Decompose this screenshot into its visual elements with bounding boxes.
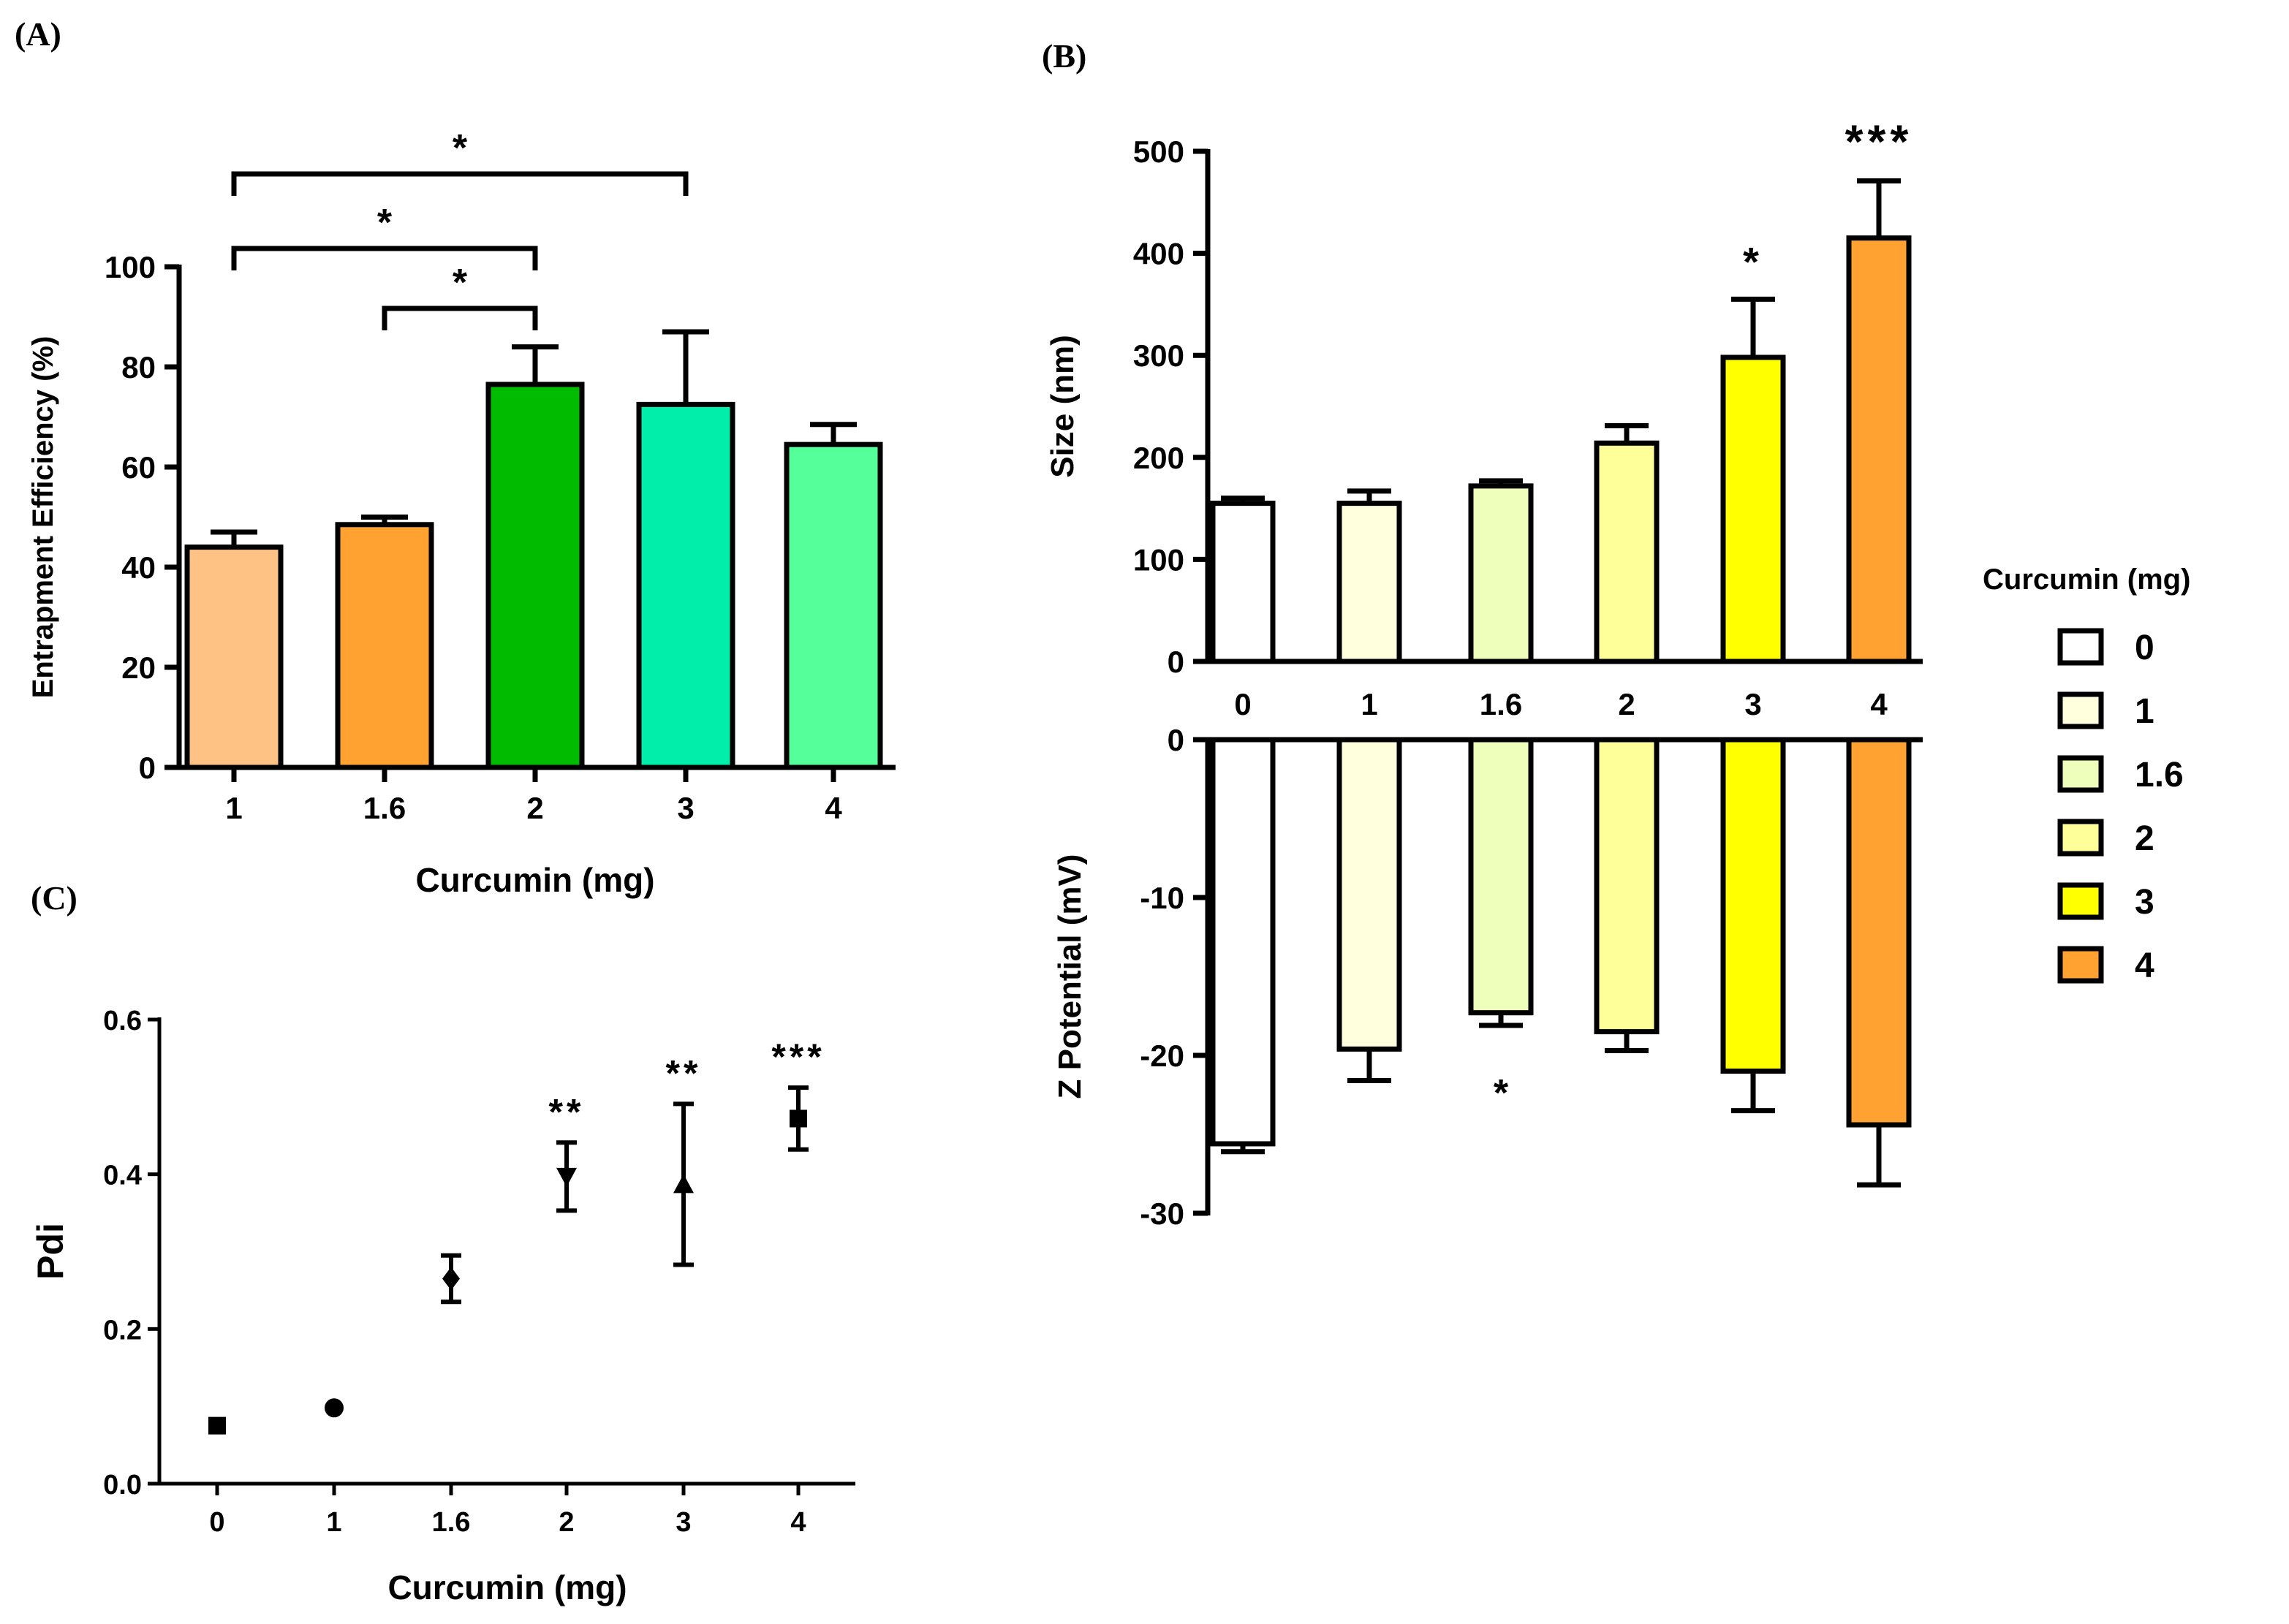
data-point-2 (556, 1167, 577, 1187)
y-tick-label: 0.0 (103, 1470, 142, 1500)
zeta-y-tick-label: -20 (1140, 1039, 1184, 1073)
x-axis-label: Curcumin (mg) (387, 1568, 627, 1606)
zeta-bar-0 (1210, 737, 1276, 1147)
x-axis-label: Curcumin (mg) (415, 861, 654, 899)
y-axis-label: Pdi (30, 1223, 71, 1280)
zeta-y-tick-label: 0 (1168, 723, 1184, 757)
significance-stars: ** (549, 1091, 585, 1132)
y-axis-label: Entrapment Efficiency (%) (27, 336, 59, 699)
zeta-bar-1 (1336, 737, 1402, 1052)
zeta-bar-4 (1846, 737, 1912, 1128)
legend-label-4: 4 (2135, 946, 2154, 985)
size-bar-1.6 (1468, 483, 1534, 664)
significance-star: * (453, 262, 468, 304)
size-y-tick-label: 0 (1168, 645, 1184, 679)
legend-swatch-1 (2057, 691, 2104, 729)
y-tick-label: 100 (105, 250, 156, 284)
x-tick-label: 4 (825, 791, 842, 825)
bar-1.6 (335, 522, 434, 770)
y-tick-label: 80 (121, 350, 156, 384)
size-significance-stars: * (1743, 238, 1763, 284)
zeta-bar-1.6 (1468, 737, 1534, 1016)
y-tick-label: 20 (121, 650, 156, 685)
x-tick-label: 2 (526, 791, 543, 825)
legend-title: Curcumin (mg) (1983, 564, 2190, 596)
y-tick-label: 60 (121, 450, 156, 485)
x-tick-label: 2 (1618, 687, 1635, 721)
zeta-significance-star: * (1494, 1072, 1509, 1115)
bar-1 (184, 545, 284, 770)
size-y-tick-label: 400 (1133, 237, 1184, 271)
significance-bracket (231, 246, 538, 270)
panel-label-b: (B) (1042, 37, 1086, 75)
panel-label-a: (A) (15, 15, 61, 53)
x-tick-label: 0 (209, 1507, 224, 1538)
chart-b: 0 100 200 300 400 500 0 1 1.6 2 3 * 4 *** Size (nm) 0 -1… (1045, 115, 2190, 1231)
data-point-3 (673, 1174, 694, 1194)
size-bar-4 (1846, 235, 1912, 664)
chart-c: 0.0 0.2 0.4 0.6 0 1 1.6 2 ** 3 ** 4 *** Curcumin (mg)… (30, 1006, 855, 1606)
x-tick-label: 1 (1361, 687, 1377, 721)
size-y-tick-label: 500 (1133, 134, 1184, 169)
size-y-tick-label: 200 (1133, 441, 1184, 475)
x-tick-label: 1 (326, 1507, 341, 1538)
x-tick-label: 1.6 (363, 791, 406, 825)
x-tick-label: 4 (790, 1507, 806, 1538)
legend-swatch-4 (2057, 946, 2104, 984)
significance-star: * (377, 202, 393, 244)
x-tick-label: 0 (1234, 687, 1251, 721)
size-bar-2 (1594, 440, 1660, 664)
significance-bracket (382, 306, 538, 330)
x-tick-label: 1.6 (1480, 687, 1522, 721)
legend-swatch-2 (2057, 819, 2104, 857)
y-tick-label: 0.2 (103, 1315, 142, 1346)
size-bar-0 (1210, 501, 1276, 664)
x-tick-label: 3 (677, 791, 694, 825)
size-y-axis-label: Size (nm) (1045, 335, 1081, 478)
y-tick-label: 0 (139, 751, 156, 785)
legend-label-1.6: 1.6 (2135, 756, 2184, 794)
legend-swatch-0 (2057, 628, 2104, 666)
panel-label-c: (C) (31, 879, 77, 917)
y-tick-label: 0.4 (103, 1161, 142, 1191)
chart-a: 0 20 40 60 80 100 1 1.6 2 3 4 * * * Curcumin (mg) Entra… (27, 127, 896, 899)
legend-label-0: 0 (2135, 629, 2154, 667)
significance-bracket (231, 171, 689, 196)
bar-2 (485, 382, 585, 770)
legend-label-1: 1 (2135, 692, 2154, 731)
zeta-y-axis-label: Z Potential (mV) (1052, 854, 1088, 1099)
bar-4 (784, 441, 883, 770)
significance-stars: *** (771, 1036, 825, 1077)
size-y-tick-label: 300 (1133, 338, 1184, 373)
x-tick-label: 4 (1870, 687, 1888, 721)
legend-label-3: 3 (2135, 883, 2154, 922)
zeta-y-tick-label: -10 (1140, 881, 1184, 915)
size-significance-stars: *** (1845, 115, 1913, 167)
data-point-4 (790, 1109, 807, 1128)
legend-swatch-1.6 (2057, 755, 2104, 793)
zeta-bar-3 (1720, 737, 1786, 1074)
x-tick-label: 1 (225, 791, 242, 825)
y-tick-label: 0.6 (103, 1006, 142, 1036)
bar-3 (636, 401, 735, 770)
zeta-y-tick-label: -30 (1140, 1196, 1184, 1231)
significance-star: * (453, 127, 468, 170)
zeta-bar-2 (1594, 737, 1660, 1035)
data-point-1.6 (442, 1267, 460, 1291)
x-tick-label: 2 (559, 1507, 574, 1538)
size-bar-3 (1720, 354, 1786, 664)
data-point-0 (208, 1416, 226, 1435)
size-bar-1 (1336, 501, 1402, 664)
x-tick-label: 3 (1744, 687, 1761, 721)
x-tick-label: 1.6 (432, 1507, 471, 1538)
size-y-tick-label: 100 (1133, 542, 1184, 577)
significance-stars: ** (666, 1052, 702, 1093)
y-tick-label: 40 (121, 550, 156, 585)
legend-swatch-3 (2057, 882, 2104, 920)
legend-label-2: 2 (2135, 819, 2154, 858)
x-tick-label: 3 (676, 1507, 691, 1538)
data-point-1 (323, 1397, 345, 1419)
